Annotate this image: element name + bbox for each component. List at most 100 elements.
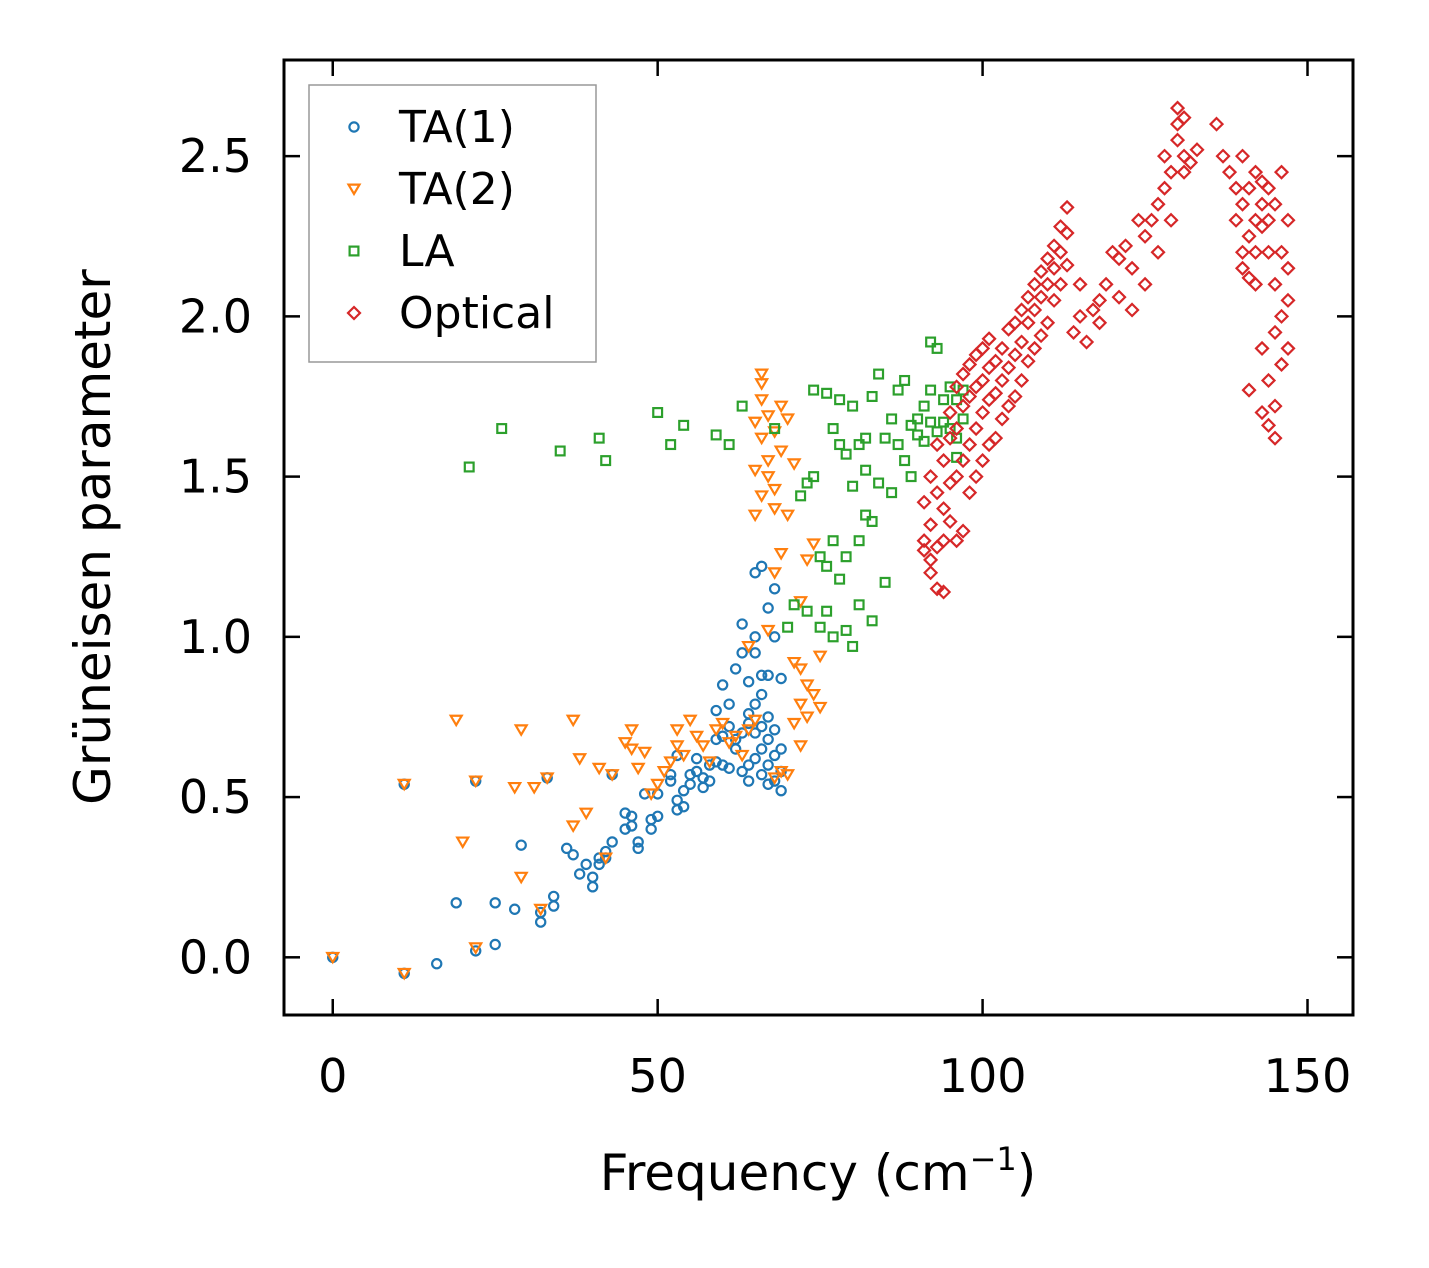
data-point bbox=[637, 746, 653, 760]
data-point bbox=[565, 820, 581, 834]
data-point bbox=[1208, 116, 1225, 132]
data-point bbox=[624, 724, 640, 737]
data-point bbox=[1111, 251, 1127, 267]
data-point bbox=[1228, 180, 1244, 196]
data-point bbox=[554, 445, 566, 457]
data-point bbox=[923, 552, 939, 568]
data-point bbox=[793, 740, 809, 753]
data-point bbox=[786, 656, 802, 670]
data-point bbox=[690, 765, 703, 778]
data-point bbox=[1027, 340, 1043, 356]
data-point bbox=[723, 762, 735, 774]
data-point bbox=[780, 769, 796, 782]
data-point bbox=[827, 423, 839, 435]
data-point bbox=[1046, 292, 1062, 308]
data-point bbox=[677, 800, 690, 813]
data-point bbox=[747, 509, 763, 523]
data-point bbox=[565, 714, 581, 728]
legend-label: TA(1) bbox=[398, 102, 515, 153]
data-point bbox=[799, 711, 815, 725]
data-point bbox=[955, 523, 971, 539]
data-point bbox=[325, 951, 341, 965]
data-point bbox=[840, 551, 852, 563]
data-point bbox=[808, 384, 820, 396]
data-point bbox=[572, 753, 588, 766]
data-point bbox=[578, 807, 594, 821]
data-point bbox=[749, 567, 761, 579]
legend-label: TA(2) bbox=[398, 164, 515, 215]
data-point bbox=[1020, 353, 1036, 369]
data-point bbox=[767, 483, 783, 497]
data-point bbox=[1273, 308, 1290, 324]
data-point bbox=[834, 439, 846, 451]
data-point bbox=[847, 640, 859, 652]
data-point bbox=[827, 631, 839, 643]
data-point bbox=[754, 432, 770, 446]
data-point bbox=[669, 724, 685, 737]
data-point bbox=[942, 513, 958, 530]
data-point bbox=[749, 752, 761, 765]
axis-ticks bbox=[284, 60, 1353, 1015]
data-point bbox=[455, 836, 471, 850]
data-point bbox=[468, 942, 484, 955]
data-point bbox=[652, 407, 664, 419]
data-point bbox=[923, 469, 939, 485]
data-point bbox=[734, 749, 750, 763]
data-point bbox=[723, 698, 735, 710]
data-point bbox=[821, 605, 833, 617]
data-point bbox=[755, 743, 768, 755]
data-point bbox=[786, 458, 802, 471]
data-point bbox=[560, 842, 573, 855]
data-point bbox=[780, 413, 796, 427]
data-point bbox=[873, 368, 885, 380]
data-point bbox=[702, 756, 718, 769]
data-point bbox=[767, 772, 783, 785]
data-point bbox=[580, 858, 592, 871]
data-point bbox=[773, 548, 789, 561]
data-point bbox=[754, 368, 770, 382]
data-point bbox=[624, 743, 640, 757]
legend: TA(1) TA(2) LA Optical bbox=[308, 84, 597, 363]
data-point bbox=[1053, 244, 1069, 260]
data-point bbox=[955, 398, 971, 414]
data-point bbox=[975, 453, 991, 469]
data-point bbox=[1150, 196, 1166, 212]
data-point bbox=[975, 340, 991, 356]
data-point bbox=[840, 624, 852, 636]
data-point bbox=[741, 640, 757, 654]
data-point bbox=[768, 724, 781, 736]
data-point bbox=[448, 714, 464, 728]
data-point bbox=[962, 388, 978, 405]
y-tick-label: 2.5 bbox=[179, 129, 252, 183]
data-point bbox=[736, 400, 748, 412]
data-point bbox=[1014, 302, 1030, 318]
data-marks bbox=[325, 100, 1296, 981]
legend-entry: TA(1) bbox=[348, 102, 515, 153]
legend-entry: Optical bbox=[346, 288, 554, 339]
data-point bbox=[747, 464, 763, 478]
data-point bbox=[710, 704, 722, 717]
data-point bbox=[968, 420, 984, 437]
data-point bbox=[728, 730, 744, 744]
data-point bbox=[1079, 334, 1095, 350]
data-point bbox=[944, 381, 956, 393]
data-point bbox=[1040, 251, 1056, 267]
data-point bbox=[742, 708, 755, 720]
data-point bbox=[955, 366, 971, 382]
data-point bbox=[925, 384, 937, 396]
data-point bbox=[591, 762, 607, 776]
data-point bbox=[905, 419, 917, 431]
data-point bbox=[775, 672, 787, 685]
data-point bbox=[586, 871, 599, 883]
plot-frame bbox=[282, 58, 1355, 1017]
data-point bbox=[682, 714, 698, 728]
data-point bbox=[814, 551, 826, 563]
data-point bbox=[799, 554, 815, 568]
data-point bbox=[892, 384, 904, 396]
data-point bbox=[1007, 347, 1023, 363]
data-point bbox=[515, 839, 527, 851]
data-point bbox=[988, 385, 1004, 401]
data-point bbox=[533, 903, 549, 917]
data-point bbox=[799, 679, 815, 693]
data-point bbox=[598, 852, 614, 866]
